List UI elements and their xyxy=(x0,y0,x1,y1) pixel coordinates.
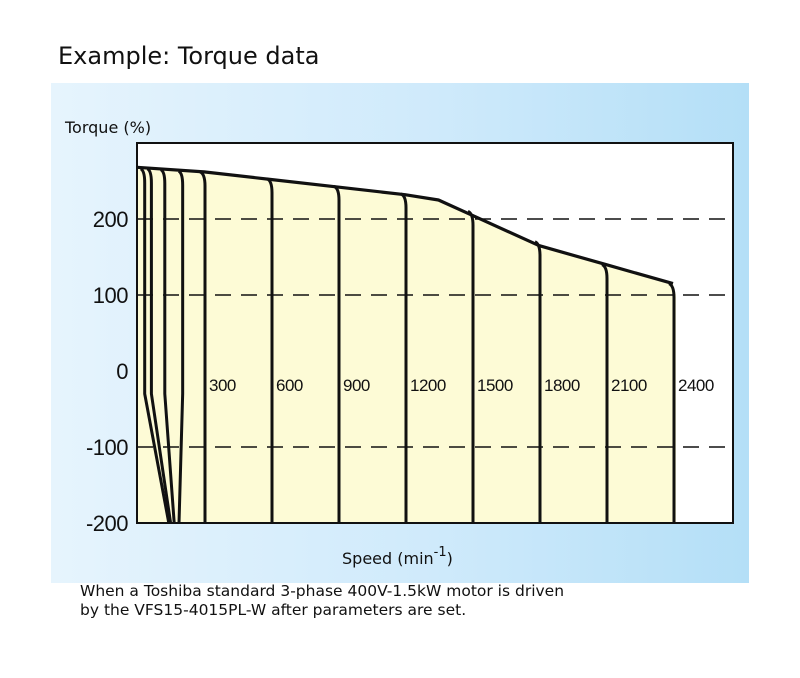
speed-curve xyxy=(199,170,207,523)
y-tick-label: -100 xyxy=(86,435,128,460)
y-tick-label: 200 xyxy=(93,207,128,232)
y-tick-label: 100 xyxy=(93,283,128,308)
speed-label: 600 xyxy=(276,376,303,395)
chart-panel: Torque (%) 200 100 0 -100 -200 300 600 900 1200… xyxy=(51,83,749,583)
speed-curve xyxy=(266,177,274,523)
speed-curve xyxy=(534,240,542,523)
page-title: Example: Torque data xyxy=(58,42,320,70)
y-axis-label: Torque (%) xyxy=(64,118,151,137)
x-axis-label-close: ) xyxy=(447,549,453,568)
speed-curve xyxy=(467,210,475,523)
speed-curve xyxy=(159,168,176,524)
speed-curve xyxy=(333,184,341,523)
speed-labels: 300 600 900 1200 1500 1800 2100 2400 xyxy=(209,376,714,395)
speed-label: 1800 xyxy=(544,376,580,395)
speed-label: 1200 xyxy=(410,376,446,395)
grid-lines xyxy=(137,218,733,448)
torque-curves xyxy=(136,165,676,524)
x-axis-label-sup: -1 xyxy=(434,545,447,560)
y-tick-label: 0 xyxy=(116,359,128,384)
plot-frame xyxy=(136,142,734,524)
speed-curve xyxy=(139,167,171,524)
chart-caption: When a Toshiba standard 3-phase 400V-1.5… xyxy=(80,582,564,620)
speed-curve xyxy=(177,169,185,524)
x-axis-label-text: Speed (min xyxy=(342,549,434,568)
speed-curve xyxy=(668,282,676,523)
y-tick-label: -200 xyxy=(86,511,128,536)
speed-label: 2100 xyxy=(611,376,647,395)
speed-curve xyxy=(601,263,609,523)
speed-label: 900 xyxy=(343,376,370,395)
speed-label: 300 xyxy=(209,376,236,395)
speed-curve xyxy=(146,167,173,524)
y-tick-labels: 200 100 0 -100 -200 xyxy=(86,207,129,536)
speed-curve xyxy=(400,192,408,523)
speed-label: 2400 xyxy=(678,376,714,395)
caption-line-2: by the VFS15-4015PL-W after parameters a… xyxy=(80,601,467,619)
caption-line-1: When a Toshiba standard 3-phase 400V-1.5… xyxy=(80,582,565,600)
torque-envelope xyxy=(136,165,674,286)
x-axis-label: Speed (min-1) xyxy=(342,545,453,568)
torque-chart: Torque (%) 200 100 0 -100 -200 300 600 900 1200… xyxy=(64,118,734,568)
speed-label: 1500 xyxy=(477,376,513,395)
